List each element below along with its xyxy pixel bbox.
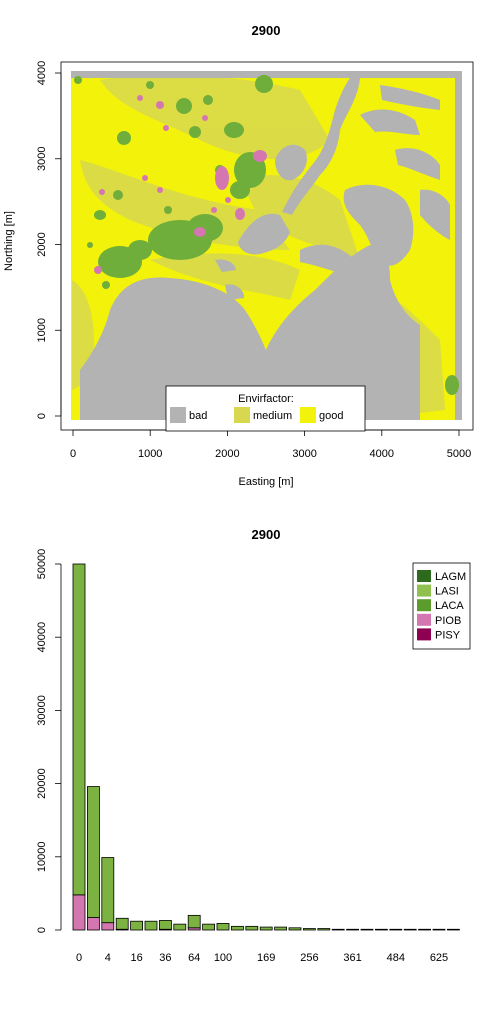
bar-legend-label-piob: PIOB [435, 615, 461, 627]
map-figure: 2900 [0, 0, 504, 504]
bar-legend-swatch-lasi [417, 584, 431, 597]
map-legend: Envirfactor: bad medium good [165, 385, 366, 432]
bar-y-axis: 0 10000 20000 30000 40000 50000 [36, 549, 62, 933]
map-x-tick-label: 5000 [447, 448, 471, 460]
map-title: 2900 [252, 23, 281, 38]
bar-laca-3 [115, 917, 129, 930]
map-x-tick-label: 4000 [370, 448, 394, 460]
bar-laca-25 [432, 928, 446, 931]
map-y-tick-label: 3000 [36, 147, 48, 171]
bar-laca-20 [360, 928, 374, 931]
map-raster [71, 71, 462, 420]
bar-piob-0 [72, 894, 86, 931]
bar-laca-6 [158, 920, 172, 930]
medium-areas [72, 74, 445, 415]
map-x-tick-label: 0 [70, 448, 76, 460]
map-y-axis: 0 1000 2000 3000 4000 [36, 61, 62, 419]
legend-label-good: good [319, 410, 343, 422]
bar-laca-13 [259, 926, 273, 931]
bar-laca-12 [245, 925, 259, 931]
map-chart: 2900 [3, 23, 474, 488]
bar-laca-24 [418, 928, 432, 931]
bar-laca-15 [288, 927, 302, 931]
bar-laca-2 [101, 857, 115, 924]
bar-x-tick-label: 169 [257, 952, 275, 964]
bar-laca-11 [230, 925, 244, 931]
map-x-axis: 0 1000 2000 3000 4000 5000 [70, 429, 471, 460]
bar-x-axis: 0 4 16 36 64 100 169 256 361 484 625 [76, 952, 448, 964]
bar-laca-0 [72, 563, 86, 896]
bar-legend-swatch-lagm [417, 570, 431, 582]
map-y-tick-label: 0 [36, 413, 48, 419]
bar-legend-swatch-pisy [417, 628, 431, 641]
map-x-axis-label: Easting [m] [238, 476, 293, 488]
bar-laca-21 [374, 928, 388, 931]
bar-y-tick-label: 20000 [36, 768, 48, 799]
bar-laca-5 [144, 920, 158, 931]
bar-laca-7 [173, 923, 187, 931]
map-legend-box [165, 385, 366, 432]
map-legend-title: Envirfactor: [238, 393, 294, 405]
map-y-tick-label: 2000 [36, 232, 48, 256]
bar-legend-label-lasi: LASI [435, 586, 459, 598]
bar-x-tick-label: 625 [430, 952, 448, 964]
bar-y-tick-label: 30000 [36, 695, 48, 726]
piob-clusters [94, 95, 267, 274]
bar-title: 2900 [252, 527, 281, 542]
bar-y-tick-label: 10000 [36, 842, 48, 873]
bar-legend-swatch-laca [417, 599, 431, 612]
bar-y-tick-label: 40000 [36, 622, 48, 653]
bar-x-tick-label: 0 [76, 952, 82, 964]
bar-x-tick-label: 100 [214, 952, 232, 964]
bar-legend: LAGM LASI LACA PIOB PISY [412, 562, 471, 650]
bar-laca-19 [346, 928, 360, 931]
bar-y-tick-label: 0 [36, 927, 48, 933]
bar-x-tick-label: 36 [159, 952, 171, 964]
bar-laca-17 [317, 928, 331, 931]
bar-laca-16 [302, 928, 316, 931]
bar-figure: 2900 0 10000 20000 30000 40000 50000 0 4 16 36 64… [0, 504, 504, 1008]
map-y-tick-label: 4000 [36, 61, 48, 85]
bar-x-tick-label: 484 [387, 952, 405, 964]
bar-laca-22 [389, 928, 403, 931]
map-y-tick-label: 1000 [36, 318, 48, 342]
bar-x-tick-label: 64 [188, 952, 200, 964]
bar-laca-10 [216, 923, 230, 931]
bar-laca-14 [274, 926, 288, 931]
legend-label-bad: bad [189, 410, 207, 422]
bar-x-tick-label: 256 [300, 952, 318, 964]
bar-y-tick-label: 50000 [36, 549, 48, 580]
map-x-tick-label: 2000 [215, 448, 239, 460]
bar-laca-1 [87, 786, 100, 918]
bar-laca-23 [403, 928, 417, 931]
map-x-tick-label: 1000 [138, 448, 162, 460]
bar-laca-18 [331, 928, 345, 931]
map-x-tick-label: 3000 [292, 448, 316, 460]
bar-chart: 2900 0 10000 20000 30000 40000 50000 0 4 16 36 64… [36, 527, 471, 964]
legend-label-medium: medium [253, 410, 292, 422]
bar-piob-2 [101, 922, 115, 931]
bar-piob-1 [87, 917, 100, 931]
bar-legend-label-pisy: PISY [435, 629, 461, 641]
bar-x-tick-label: 361 [343, 952, 361, 964]
legend-swatch-bad [170, 407, 186, 423]
bar-laca-26 [446, 928, 460, 931]
bar-legend-label-laca: LACA [435, 600, 464, 612]
legend-swatch-medium [234, 407, 250, 423]
bar-x-tick-label: 4 [105, 952, 111, 964]
bar-laca-8 [187, 914, 201, 929]
bar-marks [72, 563, 460, 931]
bar-legend-swatch-piob [417, 613, 431, 626]
legend-swatch-good [300, 407, 316, 423]
bad-areas [71, 71, 462, 420]
bar-laca-9 [202, 923, 216, 931]
bar-laca-4 [130, 920, 144, 931]
bar-x-tick-label: 16 [130, 952, 142, 964]
map-y-axis-label: Northing [m] [3, 211, 15, 271]
bar-legend-label-lagm: LAGM [435, 571, 466, 583]
